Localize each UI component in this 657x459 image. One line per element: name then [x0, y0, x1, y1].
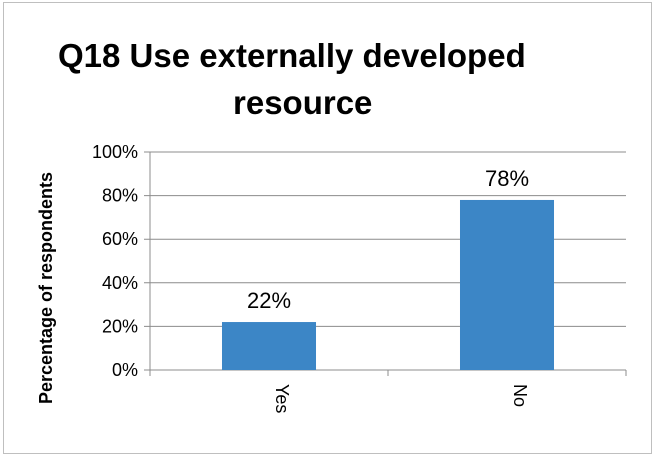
- y-axis-label: Percentage of respondents: [36, 172, 56, 404]
- y-tick-label: 40%: [102, 273, 138, 293]
- x-axis-categories: Yes No: [272, 384, 530, 413]
- y-tick-label: 100%: [92, 142, 138, 162]
- chart-title-line2: resource: [233, 84, 373, 121]
- category-label: Yes: [272, 384, 292, 413]
- bar-no: [459, 199, 555, 370]
- chart-title-line1: Q18 Use externally developed: [58, 37, 526, 74]
- data-label: 22%: [247, 288, 291, 313]
- category-label: No: [510, 384, 530, 407]
- bar-yes: [221, 322, 317, 370]
- y-tick-label: 80%: [102, 186, 138, 206]
- y-tick-label: 20%: [102, 316, 138, 336]
- y-tick-label: 0%: [112, 360, 138, 380]
- data-label: 78%: [485, 166, 529, 191]
- data-labels: 22% 78%: [247, 166, 529, 313]
- y-axis-ticks: 0% 20% 40% 60% 80% 100%: [92, 142, 138, 380]
- y-tick-label: 60%: [102, 229, 138, 249]
- bars: [221, 199, 555, 370]
